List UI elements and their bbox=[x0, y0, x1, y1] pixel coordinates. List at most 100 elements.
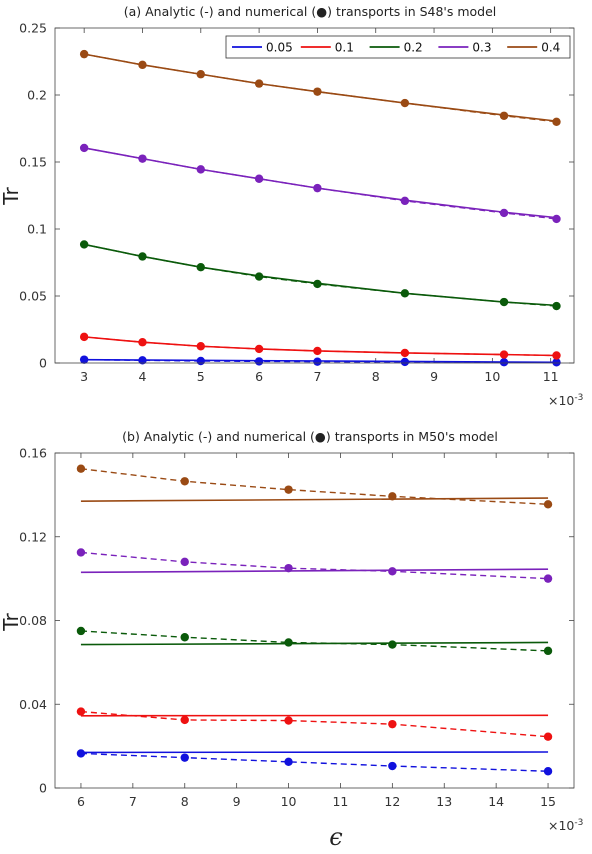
panel-b-numerical-point-0.05 bbox=[388, 761, 397, 771]
panel-a-numerical-point-0.3 bbox=[552, 214, 561, 224]
panel-b-xlabel: ϵ bbox=[329, 823, 342, 851]
panel-a-analytic-line-0.4 bbox=[84, 53, 557, 122]
panel-b-xtick-label: 11 bbox=[332, 794, 348, 809]
panel-b-numerical-point-0.1 bbox=[76, 707, 86, 716]
legend-label: 0.1 bbox=[335, 41, 354, 55]
panel-a-series-0.2 bbox=[79, 240, 561, 311]
panel-a-xtick-label: 6 bbox=[255, 369, 263, 384]
panel-a-analytic-line-0.3 bbox=[84, 147, 557, 219]
panel-a-numerical-point-0.2 bbox=[400, 289, 410, 298]
legend-label: 0.3 bbox=[472, 41, 491, 55]
panel-b-xtick-label: 8 bbox=[181, 794, 189, 809]
panel-a-numerical-point-0.05 bbox=[499, 357, 509, 367]
panel-b-xtick-label: 13 bbox=[436, 794, 452, 809]
panel-b-numerical-point-0.3 bbox=[388, 567, 397, 576]
panel-b-numerical-point-0.1 bbox=[284, 716, 293, 725]
panel-b-analytic-line-0.4 bbox=[80, 497, 549, 502]
panel-a-xtick-label: 7 bbox=[313, 369, 321, 384]
panel-b-xtick-label: 6 bbox=[77, 794, 85, 809]
panel-b-analytic-line-0.3 bbox=[80, 568, 549, 574]
legend-label: 0.4 bbox=[541, 41, 560, 55]
panel-a-numerical-point-0.05 bbox=[313, 357, 322, 366]
panel-a-series-0.3 bbox=[79, 143, 561, 224]
panel-b-xtick-label: 7 bbox=[129, 794, 137, 809]
panel-a-numerical-point-0.1 bbox=[138, 338, 147, 347]
panel-a-plot-area bbox=[55, 28, 574, 363]
panel-a-ytick-label: 0.25 bbox=[19, 21, 47, 36]
panel-a-numerical-point-0.05 bbox=[196, 356, 205, 366]
panel-a-numerical-point-0.05 bbox=[138, 356, 147, 365]
panel-b-numerical-point-0.4 bbox=[76, 464, 86, 473]
panel-b-x-multiplier-exp: -3 bbox=[574, 818, 583, 828]
panel-a-xtick-label: 9 bbox=[430, 369, 438, 384]
panel-b-numerical-point-0.3 bbox=[284, 563, 293, 573]
panel-a-xtick-label: 3 bbox=[80, 369, 88, 384]
panel-b-title: (b) Analytic (-) and numerical (●) trans… bbox=[122, 429, 498, 444]
panel-a-numerical-point-0.2 bbox=[79, 240, 89, 249]
panel-a-numerical-line-0.1 bbox=[84, 336, 557, 357]
panel-a-numerical-point-0.4 bbox=[400, 98, 410, 108]
panel-b-numerical-point-0.4 bbox=[180, 477, 189, 486]
panel-a-numerical-point-0.05 bbox=[79, 355, 89, 364]
panel-a-numerical-point-0.05 bbox=[552, 358, 561, 367]
legend-label: 0.05 bbox=[266, 41, 293, 55]
panel-a-numerical-point-0.2 bbox=[196, 262, 205, 272]
panel-a-numerical-point-0.4 bbox=[254, 79, 264, 88]
panel-a-series-0.05 bbox=[79, 355, 561, 367]
panel-b-ylabel: Tr bbox=[0, 612, 23, 631]
panel-b-series-0.05 bbox=[76, 749, 553, 776]
panel-b-x-multiplier: ×10-3 bbox=[548, 818, 583, 833]
panel-b-ytick-label: 0 bbox=[39, 781, 47, 796]
panel-a-numerical-point-0.2 bbox=[138, 252, 147, 261]
panel-a-numerical-point-0.3 bbox=[79, 143, 89, 153]
panel-b-numerical-point-0.2 bbox=[180, 633, 189, 642]
panel-b-numerical-line-0.05 bbox=[80, 752, 549, 772]
panel-a-numerical-point-0.3 bbox=[499, 208, 509, 218]
panel-b: (b) Analytic (-) and numerical (●) trans… bbox=[0, 429, 583, 851]
panel-b-xtick-label: 15 bbox=[540, 794, 556, 809]
panel-a-numerical-point-0.4 bbox=[313, 87, 322, 96]
panel-a-numerical-point-0.1 bbox=[499, 350, 509, 359]
panel-a-numerical-point-0.2 bbox=[313, 279, 322, 289]
panel-a-xtick-label: 5 bbox=[197, 369, 205, 384]
panel-b-ytick-label: 0.12 bbox=[19, 529, 47, 544]
panel-a-xtick-label: 11 bbox=[543, 369, 559, 384]
panel-b-xtick-label: 10 bbox=[281, 794, 297, 809]
panel-b-series-0.2 bbox=[76, 626, 553, 656]
panel-b-numerical-point-0.4 bbox=[543, 500, 553, 509]
panel-b-numerical-point-0.05 bbox=[543, 767, 553, 776]
panel-b-numerical-point-0.1 bbox=[388, 719, 397, 729]
panel-b-numerical-line-0.2 bbox=[80, 630, 549, 652]
panel-b-series-0.4 bbox=[76, 464, 553, 509]
panel-b-numerical-point-0.05 bbox=[76, 749, 86, 758]
panel-b-frame bbox=[54, 452, 575, 789]
panel-b-xtick-label: 12 bbox=[384, 794, 400, 809]
panel-b-numerical-point-0.2 bbox=[388, 640, 397, 649]
panel-a-xtick-label: 8 bbox=[372, 369, 380, 384]
panel-a-ytick-label: 0.2 bbox=[27, 88, 47, 103]
panel-b-numerical-point-0.05 bbox=[180, 753, 189, 762]
legend-label: 0.2 bbox=[404, 41, 423, 55]
panel-a-ytick-label: 0.15 bbox=[19, 155, 47, 170]
panel-a-numerical-point-0.1 bbox=[254, 344, 264, 354]
panel-b-numerical-point-0.3 bbox=[543, 574, 553, 583]
panel-b-numerical-point-0.2 bbox=[543, 646, 553, 656]
panel-a-numerical-point-0.2 bbox=[254, 272, 264, 281]
panel-a-numerical-point-0.4 bbox=[552, 117, 561, 127]
panel-a-legend: 0.05 0.1 0.2 0.3 0.4 bbox=[225, 35, 571, 59]
panel-a-numerical-point-0.05 bbox=[254, 357, 264, 366]
panel-a-frame bbox=[54, 27, 575, 364]
panel-a-numerical-point-0.1 bbox=[196, 342, 205, 351]
panel-a-ytick-label: 0.05 bbox=[19, 289, 47, 304]
panel-a-series-0.1 bbox=[79, 332, 561, 360]
panel-b-numerical-line-0.4 bbox=[80, 468, 549, 505]
panel-b-numerical-point-0.3 bbox=[76, 548, 86, 557]
panel-a-ylabel: Tr bbox=[0, 186, 23, 205]
panel-a-numerical-point-0.4 bbox=[196, 70, 205, 79]
panel-a-numerical-point-0.3 bbox=[400, 196, 410, 206]
panel-b-ytick-label: 0.16 bbox=[19, 446, 47, 461]
panel-a-numerical-point-0.3 bbox=[254, 174, 264, 183]
panel-b-numerical-line-0.1 bbox=[80, 710, 549, 738]
panel-b-series-0.1 bbox=[76, 707, 553, 741]
